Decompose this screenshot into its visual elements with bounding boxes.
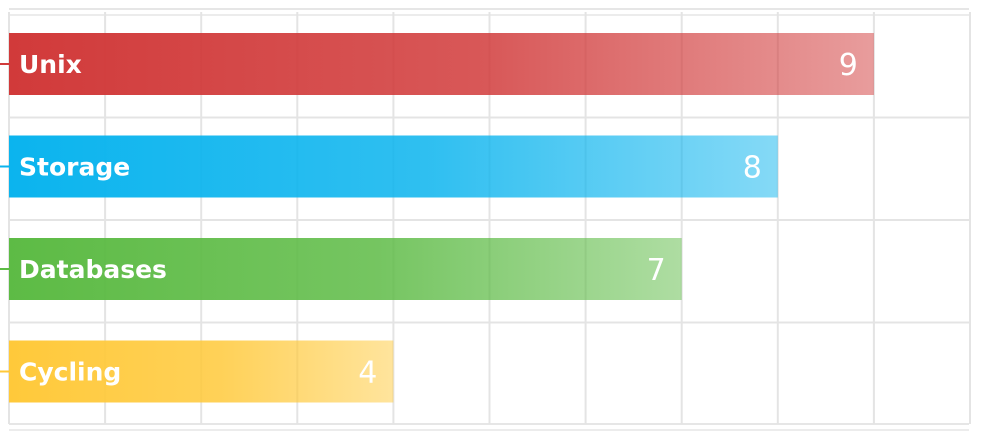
bar-label: Storage xyxy=(19,153,130,182)
bar-label: Unix xyxy=(19,50,82,79)
bar-value-label: 4 xyxy=(358,356,377,391)
bar-unix xyxy=(9,33,874,95)
chart-bars: Unix 9 Storage 8 Databases 7 Cycling 4 xyxy=(0,33,874,403)
bar-value-label: 8 xyxy=(743,151,762,186)
bar-cycling xyxy=(9,340,394,403)
bar-label: Databases xyxy=(19,255,167,284)
bar-databases xyxy=(9,238,682,300)
bar-value-label: 7 xyxy=(647,253,666,288)
bar-value-label: 9 xyxy=(839,48,858,83)
bar-label: Cycling xyxy=(19,358,121,387)
bar-storage xyxy=(9,135,778,198)
